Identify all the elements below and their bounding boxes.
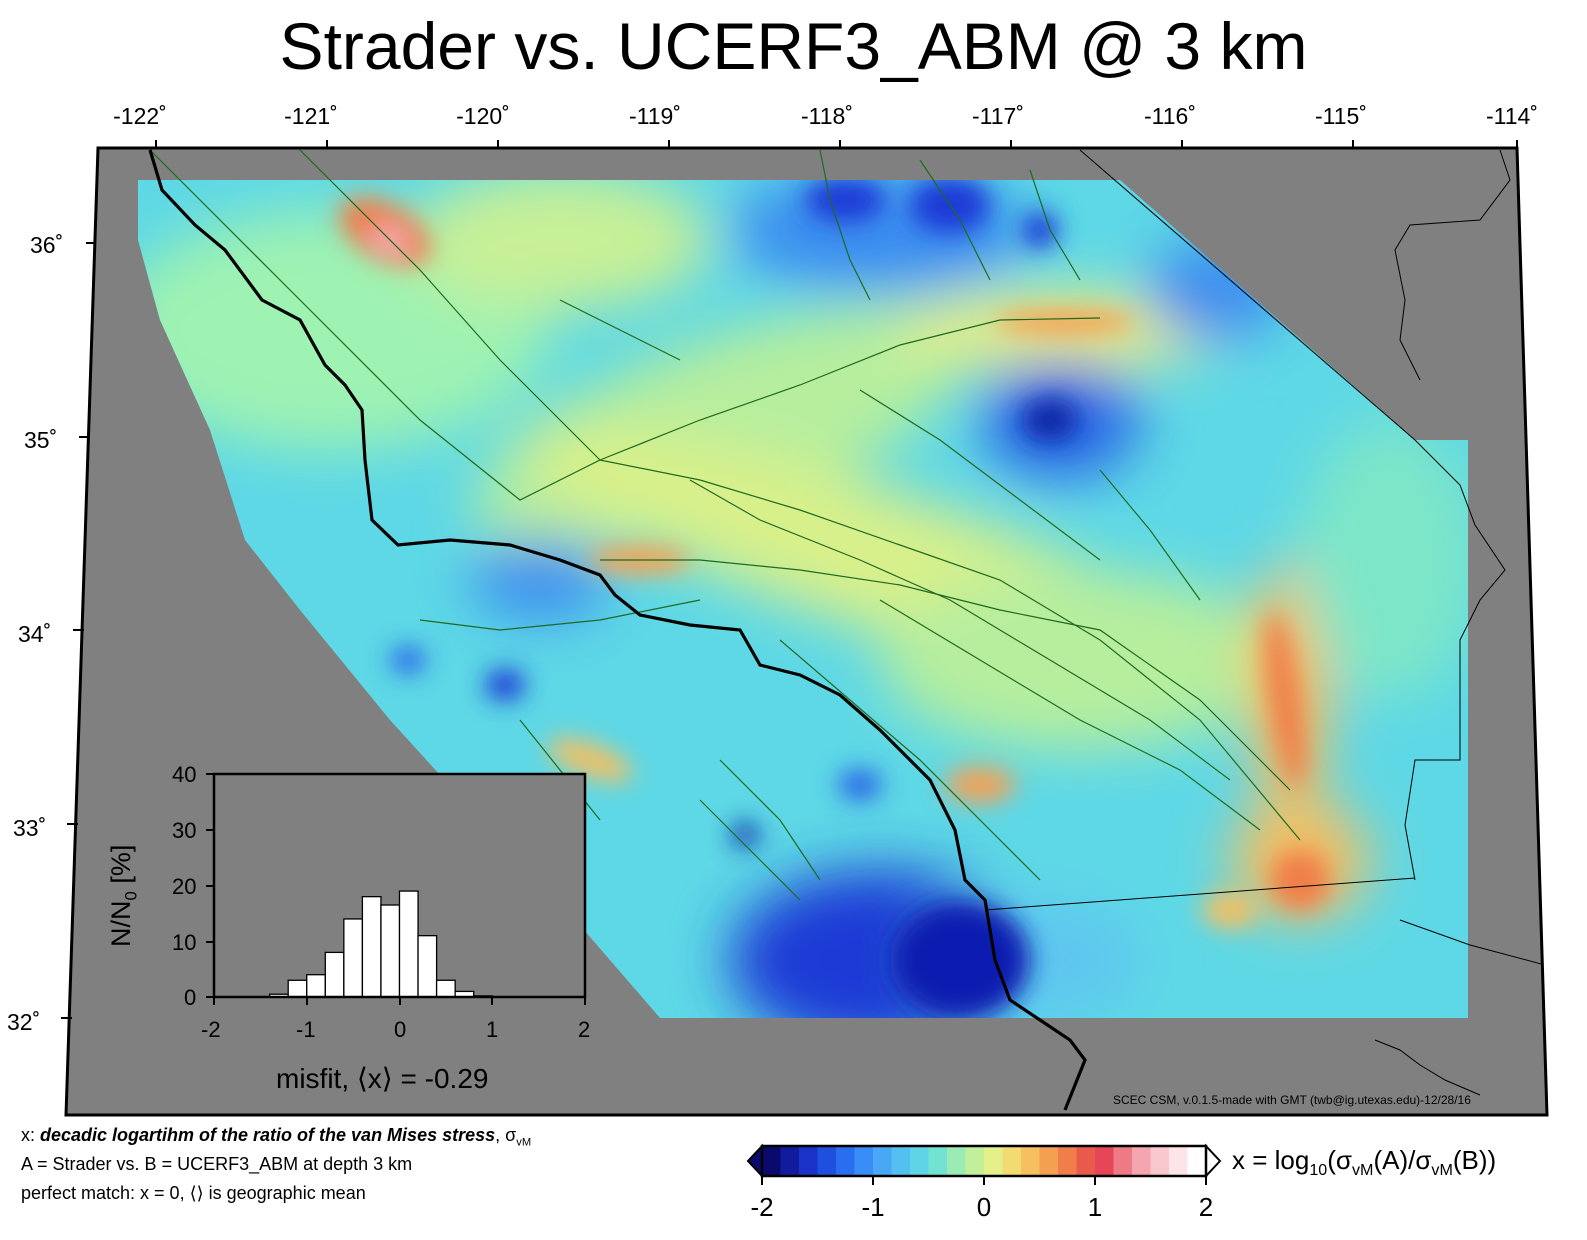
inset-y-tick: 40 — [172, 762, 197, 787]
colorbar-tick: 2 — [1198, 1192, 1214, 1222]
inset-y-label-sub: 0 — [121, 891, 141, 901]
colorbar-cell — [1076, 1146, 1096, 1176]
inset-x-tick: 2 — [578, 1017, 591, 1042]
note-suffix: , σ — [495, 1125, 517, 1145]
inset-x-tick: -2 — [201, 1017, 221, 1042]
colorbar-cell — [891, 1146, 911, 1176]
colorbar-cell — [1002, 1146, 1022, 1176]
histogram-bar — [435, 979, 456, 998]
lon-label: -121˚ — [284, 103, 338, 129]
lat-label: 36˚ — [30, 232, 64, 258]
note-prefix: x: — [21, 1125, 41, 1145]
note-line-1: x: decadic logartihm of the ratio of the… — [21, 1125, 531, 1149]
lon-label: -118˚ — [801, 103, 853, 129]
colorbar-cell — [799, 1146, 818, 1176]
lon-tick-marks — [155, 140, 1518, 148]
colorbar-cell — [1169, 1146, 1188, 1176]
inset-y-tick: 10 — [172, 930, 197, 955]
lat-label: 34˚ — [18, 621, 52, 647]
colorbar-tick: 1 — [1087, 1192, 1103, 1222]
lat-label: 33˚ — [13, 815, 47, 841]
colorbar-cell — [984, 1146, 1003, 1176]
inset-y-tick: 30 — [172, 818, 197, 843]
credit-text: SCEC CSM, v.0.1.5-made with GMT (twb@ig.… — [1113, 1093, 1471, 1107]
colorbar-cell — [928, 1146, 948, 1176]
colorbar-tick: -1 — [861, 1192, 885, 1222]
histogram-bar — [287, 979, 308, 998]
colorbar-cell — [1095, 1146, 1114, 1176]
map-title: Strader vs. UCERF3_ABM @ 3 km — [279, 9, 1308, 83]
note-line-2: A = Strader vs. B = UCERF3_ABM at depth … — [21, 1154, 413, 1174]
lon-label: -120˚ — [456, 103, 510, 129]
colorbar-cell — [1132, 1146, 1151, 1176]
lon-label: -117˚ — [972, 103, 1024, 129]
colorbar-cell — [836, 1146, 855, 1176]
colorbar-cell — [1039, 1146, 1059, 1176]
note-emphasis: decadic logartihm of the ratio of the va… — [40, 1125, 496, 1145]
lon-label: -114˚ — [1486, 103, 1538, 129]
colorbar-tick: -2 — [750, 1192, 774, 1222]
histogram-bars — [268, 890, 493, 998]
map-frame — [64, 146, 1549, 1117]
lat-tick-marks — [61, 242, 96, 1019]
coastline — [148, 149, 1087, 1111]
colorbar-label: x = log10(σvM(A)/σvM(B)) — [1232, 1145, 1497, 1180]
colorbar-cell — [1021, 1146, 1040, 1176]
colorbar-cell — [780, 1146, 800, 1176]
inset-y-tick: 20 — [172, 874, 197, 899]
histogram-bar — [380, 904, 401, 998]
colorbar-cell — [1187, 1146, 1207, 1176]
inset-histogram — [206, 772, 587, 1005]
lat-label: 32˚ — [7, 1009, 41, 1035]
inset-x-tick: 1 — [486, 1017, 499, 1042]
colorbar-cell — [1150, 1146, 1170, 1176]
note-sub: vM — [516, 1136, 532, 1149]
lon-label: -116˚ — [1144, 103, 1196, 129]
lat-label: 35˚ — [24, 427, 58, 453]
lon-label: -119˚ — [629, 103, 681, 129]
inset-y-tick: 0 — [184, 985, 197, 1010]
histogram-bar — [324, 951, 345, 998]
colorbar-cell — [854, 1146, 874, 1176]
inset-y-label-unit: [%] — [106, 844, 136, 892]
boundaries — [984, 149, 1546, 1096]
colorbar-cell — [910, 1146, 929, 1176]
colorbar-cell — [947, 1146, 966, 1176]
lon-label: -115˚ — [1315, 103, 1367, 129]
colorbar-high-triangle — [1205, 1143, 1222, 1179]
colorbar-cell — [965, 1146, 985, 1176]
inset-y-label-main: N/N — [106, 900, 136, 948]
colorbar-cell — [1058, 1146, 1077, 1176]
colorbar — [746, 1143, 1222, 1185]
inset-x-axis-label: misfit, ⟨x⟩ = -0.29 — [276, 1063, 489, 1094]
inset-x-tick: -1 — [296, 1017, 316, 1042]
inset-x-tick: 0 — [394, 1017, 407, 1042]
fault-traces — [149, 149, 1301, 901]
inset-y-axis-label: N/N0 [%] — [106, 845, 141, 947]
note-line-3: perfect match: x = 0, ⟨⟩ is geographic m… — [21, 1183, 366, 1203]
colorbar-cell — [1113, 1146, 1133, 1176]
colorbar-low-triangle — [746, 1143, 763, 1179]
histogram-bar — [417, 935, 438, 998]
lon-label: -122˚ — [113, 103, 167, 129]
histogram-bar — [306, 974, 326, 998]
colorbar-tick: 0 — [976, 1192, 992, 1222]
histogram-bar — [361, 896, 382, 998]
colorbar-cell — [817, 1146, 837, 1176]
histogram-bar — [343, 918, 364, 998]
histogram-bar — [398, 890, 419, 998]
colorbar-cell — [762, 1146, 781, 1176]
colorbar-cell — [873, 1146, 892, 1176]
